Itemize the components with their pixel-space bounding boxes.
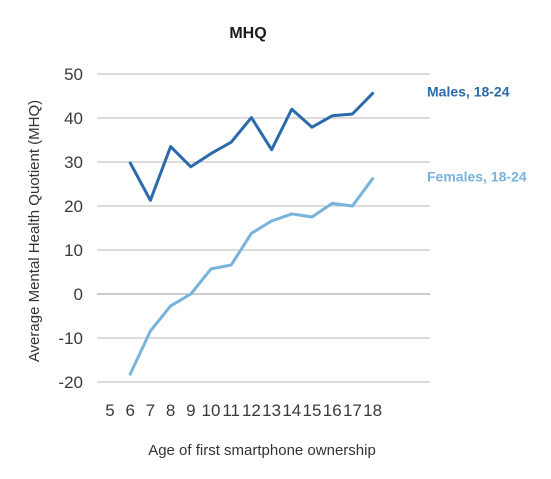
y-tick-label: 50 [64,65,83,84]
series-lines [128,91,375,376]
y-tick-label: 0 [74,285,83,304]
x-tick-label: 6 [125,401,134,420]
x-tick-label: 10 [202,401,221,420]
y-tick-label: 10 [64,241,83,260]
series-line-males [128,91,375,202]
x-tick-label: 13 [262,401,281,420]
x-tick-label: 16 [323,401,342,420]
y-tick-label: -20 [58,373,83,392]
x-tick-label: 17 [343,401,362,420]
x-axis-label: Age of first smartphone ownership [148,442,376,459]
x-axis-ticks: 5 6 7 8 9 10 11 12 13 14 15 16 17 18 [105,401,382,420]
x-tick-label: 7 [146,401,155,420]
y-tick-label: 30 [64,153,83,172]
x-tick-label: 11 [222,401,240,420]
y-tick-label: -10 [58,329,83,348]
y-axis-ticks: -20 -10 0 10 20 30 40 50 [58,65,83,392]
x-tick-label: 18 [363,401,382,420]
series-line-females [128,177,375,376]
gridlines [97,73,430,383]
y-tick-label: 40 [64,109,83,128]
x-tick-label: 14 [282,401,301,420]
x-tick-label: 8 [166,401,175,420]
x-tick-label: 12 [242,401,261,420]
y-axis-label: Average Mental Health Quotient (MHQ) [26,100,43,362]
x-tick-label: 9 [186,401,195,420]
y-tick-label: 20 [64,197,83,216]
legend-females: Females, 18-24 [427,169,527,185]
legend-males: Males, 18-24 [427,83,510,99]
chart-title: MHQ [229,25,266,42]
x-tick-label: 15 [303,401,322,420]
x-tick-label: 5 [105,401,114,420]
